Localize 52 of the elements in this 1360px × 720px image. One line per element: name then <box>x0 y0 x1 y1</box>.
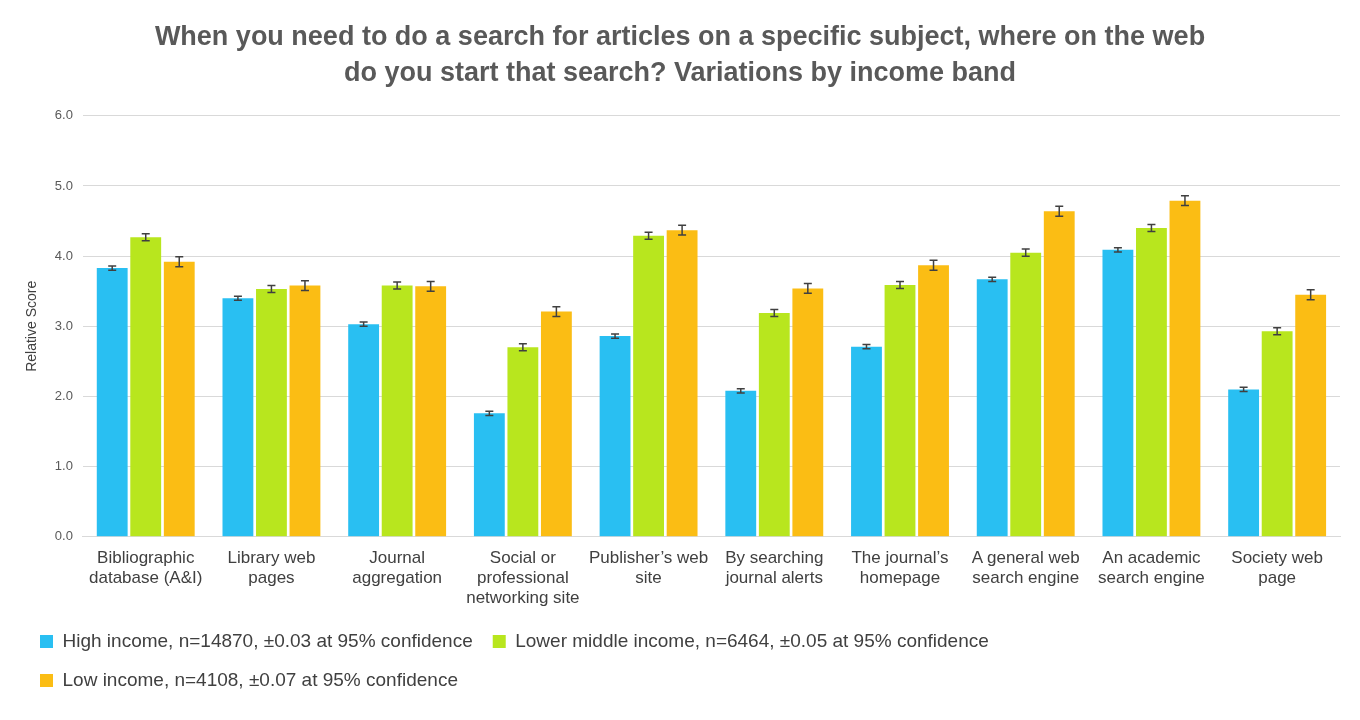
legend-label: Lower middle income, n=6464, ±0.05 at 95% confidence <box>515 629 989 651</box>
bar <box>256 289 287 537</box>
bar <box>1102 249 1134 537</box>
x-tick-label: An academic search engine <box>1098 547 1205 588</box>
x-tick-label: A general web search engine <box>971 547 1080 588</box>
bar <box>222 298 254 537</box>
y-tick-label: 2.0 <box>54 388 73 404</box>
bar <box>415 286 447 537</box>
bar <box>381 285 413 537</box>
bar <box>918 265 949 537</box>
bar <box>792 288 824 537</box>
bar <box>96 268 128 537</box>
bar <box>507 347 539 537</box>
legend-label: Low income, n=4108, ±0.07 at 95% confidence <box>62 668 458 690</box>
bar <box>130 237 162 537</box>
y-tick-label: 0.0 <box>54 528 73 544</box>
y-tick-label: 6.0 <box>54 107 73 123</box>
chart-title: When you need to do a search for articles on a specific subject, where on the web do you start that search? Variations by income band <box>153 20 1207 89</box>
bar <box>1043 211 1075 537</box>
bar <box>1228 389 1260 537</box>
bar <box>851 346 882 537</box>
bar <box>348 324 380 537</box>
bar <box>289 285 321 537</box>
bar <box>1010 252 1042 537</box>
bar <box>1261 331 1293 537</box>
bar <box>1169 200 1201 537</box>
bar <box>473 413 505 537</box>
bar <box>758 312 790 537</box>
y-axis-title: Relative Score <box>23 280 40 372</box>
bar <box>1295 294 1327 537</box>
x-tick-label: Library web pages <box>227 547 316 588</box>
x-tick-label: The journal’s homepage <box>851 547 949 588</box>
bar <box>599 336 631 537</box>
x-tick-label: Publisher’s web site <box>588 547 709 588</box>
x-tick-label: Social or professional networking site <box>466 547 580 608</box>
bar <box>976 279 1008 537</box>
x-tick-label: Society web page <box>1231 547 1323 588</box>
bar <box>1136 228 1167 537</box>
bar <box>666 230 698 537</box>
y-tick-label: 4.0 <box>54 247 73 263</box>
y-tick-label: 5.0 <box>54 177 73 193</box>
x-tick-label: Journal aggregation <box>352 547 443 588</box>
y-tick-label: 1.0 <box>54 458 73 474</box>
x-tick-label: Bibliographic database (A&I) <box>89 547 203 588</box>
bar <box>884 284 916 537</box>
y-tick-label: 3.0 <box>54 317 73 333</box>
bar <box>163 261 195 537</box>
bar <box>540 311 572 537</box>
bar <box>725 390 757 537</box>
bar <box>633 235 664 537</box>
x-tick-label: By searching journal alerts <box>724 547 824 588</box>
legend-label: High income, n=14870, ±0.03 at 95% confidence <box>62 629 473 651</box>
